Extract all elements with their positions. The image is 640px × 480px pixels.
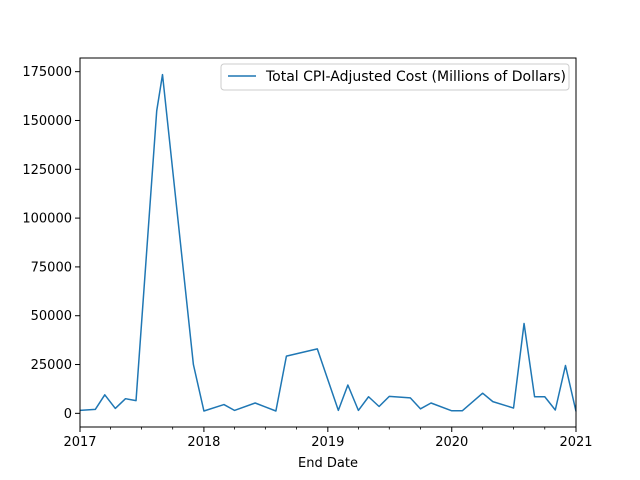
- y-tick-label: 50000: [31, 309, 72, 324]
- legend: Total CPI-Adjusted Cost (Millions of Dol…: [220, 63, 570, 91]
- y-tick-label: 25000: [31, 358, 72, 373]
- series-line: [79, 73, 577, 412]
- x-tick-label: 2018: [187, 435, 220, 450]
- y-axis: 0 25000 50000 75000 100000 125000 150000 175000: [22, 65, 80, 422]
- legend-box: [220, 63, 570, 91]
- x-tick-label: 2019: [311, 435, 344, 450]
- y-tick-label: 100000: [22, 212, 72, 227]
- y-tick-label: 75000: [31, 260, 72, 275]
- y-tick-label: 125000: [22, 163, 72, 178]
- plot-area: [79, 73, 577, 412]
- x-axis-label: End Date: [298, 456, 358, 471]
- x-tick-label: 2020: [435, 435, 468, 450]
- x-axis: 2017 2018 2019 2020 2021: [63, 427, 593, 450]
- y-tick-label: 175000: [22, 65, 72, 80]
- axes-frame: [79, 57, 577, 428]
- legend-entry-label: Total CPI-Adjusted Cost (Millions of Dol…: [265, 69, 566, 85]
- x-tick-label: 2021: [559, 435, 592, 450]
- y-tick-label: 0: [64, 407, 72, 422]
- y-tick-label: 150000: [22, 114, 72, 129]
- x-tick-label: 2017: [63, 435, 96, 450]
